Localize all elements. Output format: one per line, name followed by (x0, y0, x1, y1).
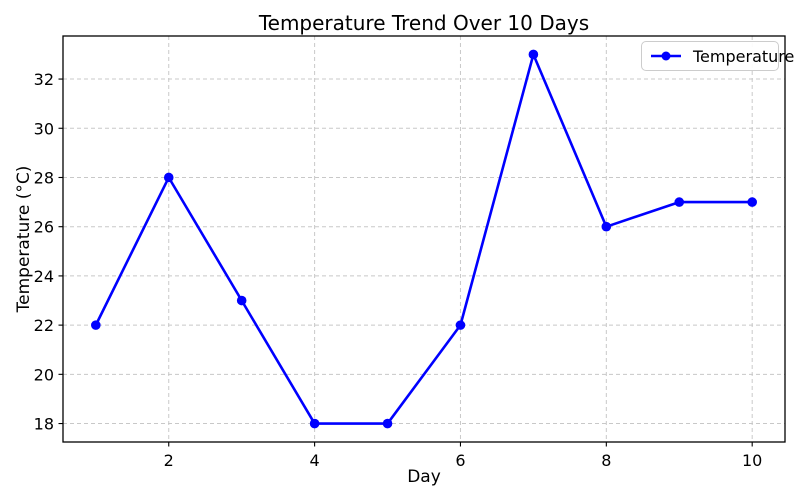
y-tick-label: 26 (34, 218, 54, 237)
data-point (163, 172, 174, 183)
x-tick-label: 8 (601, 451, 611, 470)
data-point (91, 320, 101, 330)
plot-border (62, 35, 786, 443)
data-point (747, 197, 757, 207)
temperature-line (94, 53, 754, 425)
data-point (309, 418, 320, 429)
chart-title: Temperature Trend Over 10 Days (258, 11, 590, 35)
x-axis-label: Day (407, 467, 441, 487)
y-tick-label: 28 (34, 168, 54, 187)
y-tick-label: 30 (34, 119, 54, 138)
legend-line-marker-icon (651, 51, 681, 61)
y-tick-label: 24 (34, 267, 54, 286)
x-tick-label: 10 (742, 451, 762, 470)
x-tick-label: 4 (310, 451, 320, 470)
data-point (236, 295, 247, 306)
x-tick-label: 6 (455, 451, 465, 470)
data-point (528, 49, 539, 60)
y-tick-label: 32 (34, 70, 54, 89)
data-point (674, 197, 685, 207)
data-point (601, 221, 612, 232)
y-tick-label: 20 (34, 365, 54, 384)
y-tick-label: 22 (34, 316, 54, 335)
y-tick-label: 18 (34, 415, 54, 434)
legend-label: Temperature (693, 46, 795, 66)
data-point (455, 320, 466, 330)
data-point (382, 418, 393, 429)
x-tick-label: 2 (164, 451, 174, 470)
legend: Temperature (641, 41, 794, 71)
